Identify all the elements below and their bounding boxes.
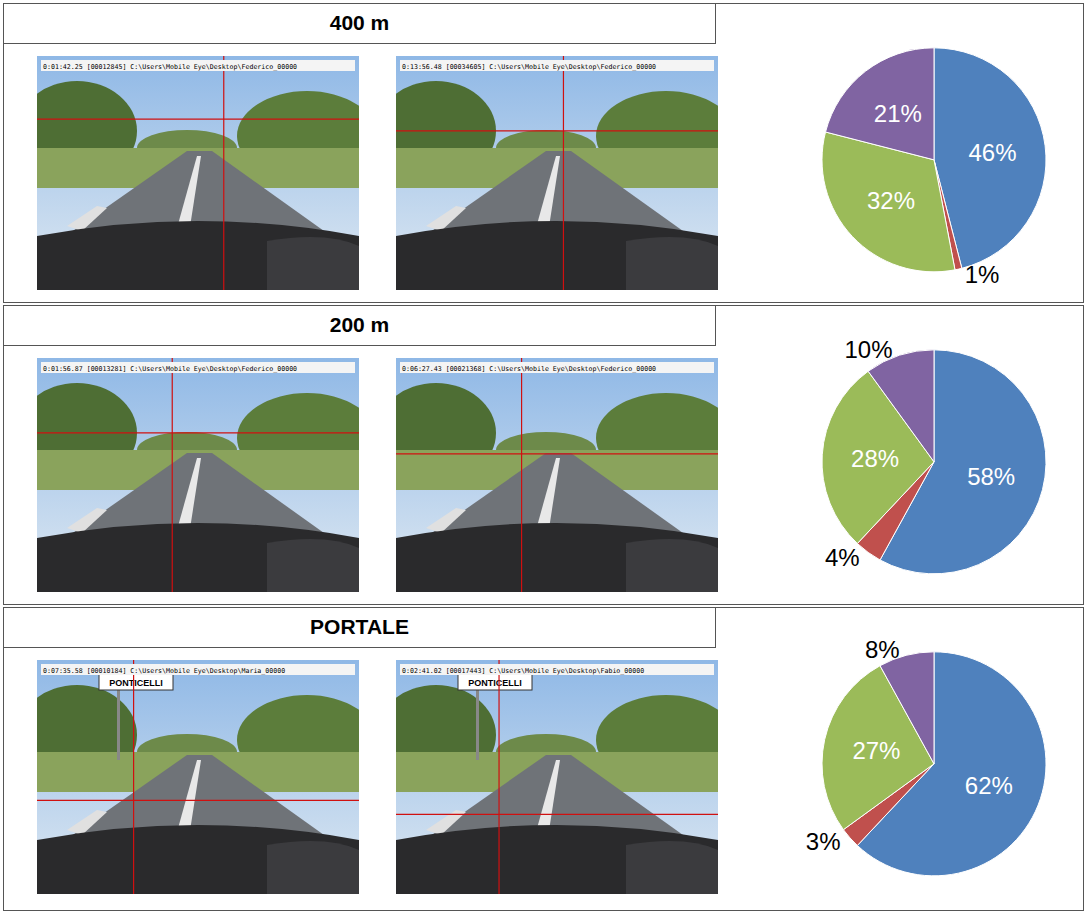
svg-text:0:01:42.25 [00012845] C:\Users: 0:01:42.25 [00012845] C:\Users\Mobile Ey…: [43, 63, 297, 71]
svg-text:0:07:35.58 [00010184] C:\Users: 0:07:35.58 [00010184] C:\Users\Mobile Ey…: [43, 667, 285, 675]
svg-text:PONTICELLI: PONTICELLI: [468, 678, 522, 688]
html-text:400 m: 400 m: [329, 11, 390, 34]
html-text:200 m: 200 m: [329, 313, 390, 336]
svg-text:0:13:56.48 [00034605] C:\Users: 0:13:56.48 [00034605] C:\Users\Mobile Ey…: [402, 63, 656, 71]
svg-text:62%: 62%: [965, 772, 1013, 799]
svg-text:1%: 1%: [965, 261, 1000, 288]
svg-text:0:06:27.43 [00021368] C:\Users: 0:06:27.43 [00021368] C:\Users\Mobile Ey…: [402, 365, 656, 373]
svg-text:32%: 32%: [867, 187, 915, 214]
svg-text:0:01:56.87 [00013281] C:\Users: 0:01:56.87 [00013281] C:\Users\Mobile Ey…: [43, 365, 297, 373]
svg-text:21%: 21%: [874, 100, 922, 127]
svg-text:PONTICELLI: PONTICELLI: [109, 678, 163, 688]
svg-text:46%: 46%: [969, 139, 1017, 166]
svg-text:0:02:41.02 [00017443] C:\Users: 0:02:41.02 [00017443] C:\Users\Mobile Ey…: [402, 667, 644, 675]
svg-text:28%: 28%: [851, 445, 899, 472]
html-text:PORTALE: PORTALE: [310, 615, 409, 638]
svg-text:10%: 10%: [844, 336, 892, 363]
svg-text:58%: 58%: [967, 463, 1015, 490]
svg-text:8%: 8%: [865, 636, 900, 663]
svg-text:3%: 3%: [806, 828, 841, 855]
svg-text:4%: 4%: [825, 544, 860, 571]
svg-text:27%: 27%: [852, 737, 900, 764]
